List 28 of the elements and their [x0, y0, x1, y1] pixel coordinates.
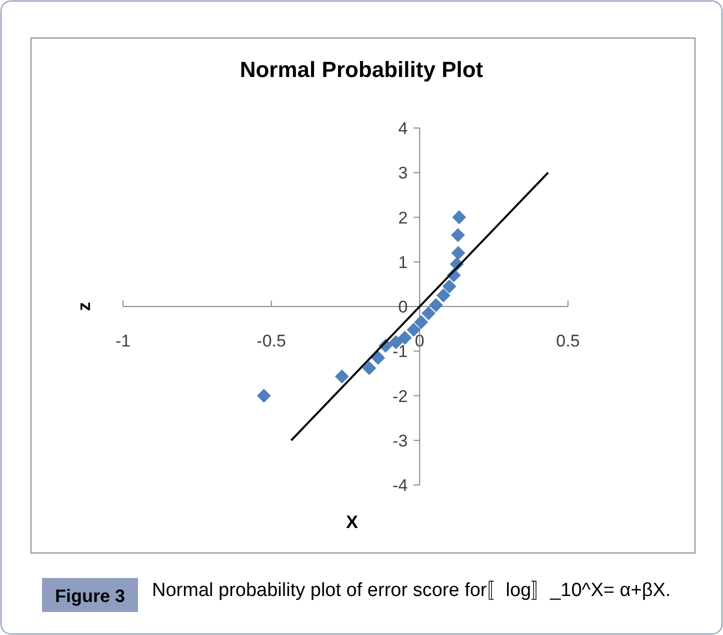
point — [422, 306, 436, 320]
x-tick-label: -1 — [115, 332, 131, 350]
point — [450, 228, 465, 242]
y-tick-label: -4 — [392, 476, 408, 495]
point — [371, 350, 386, 365]
y-tick-label: 2 — [398, 208, 408, 228]
x-axis-title: X — [346, 512, 358, 532]
y-tick-label: 3 — [398, 164, 408, 183]
point — [362, 361, 376, 376]
caption: Figure 3 — [54, 586, 126, 606]
point — [452, 210, 466, 224]
point — [436, 288, 450, 302]
point — [451, 246, 466, 260]
y-axis-title: z — [74, 302, 94, 311]
y-tick-label: 1 — [398, 252, 408, 272]
y-tick-label: -2 — [392, 386, 408, 406]
chart-title: Normal Probability Plot — [240, 57, 484, 82]
x-tick-label: 0.5 — [556, 332, 580, 350]
point — [442, 279, 456, 294]
point — [256, 388, 271, 403]
y-tick-label: -3 — [392, 431, 408, 450]
y-tick-label: 4 — [398, 119, 408, 138]
point — [414, 315, 428, 330]
text: Normal probability plot of error score for〚log〛_10^X= α+βX. — [152, 580, 671, 601]
point — [428, 298, 443, 312]
point — [334, 370, 349, 384]
x-tick-label: -0.5 — [256, 332, 286, 350]
point — [398, 330, 412, 345]
